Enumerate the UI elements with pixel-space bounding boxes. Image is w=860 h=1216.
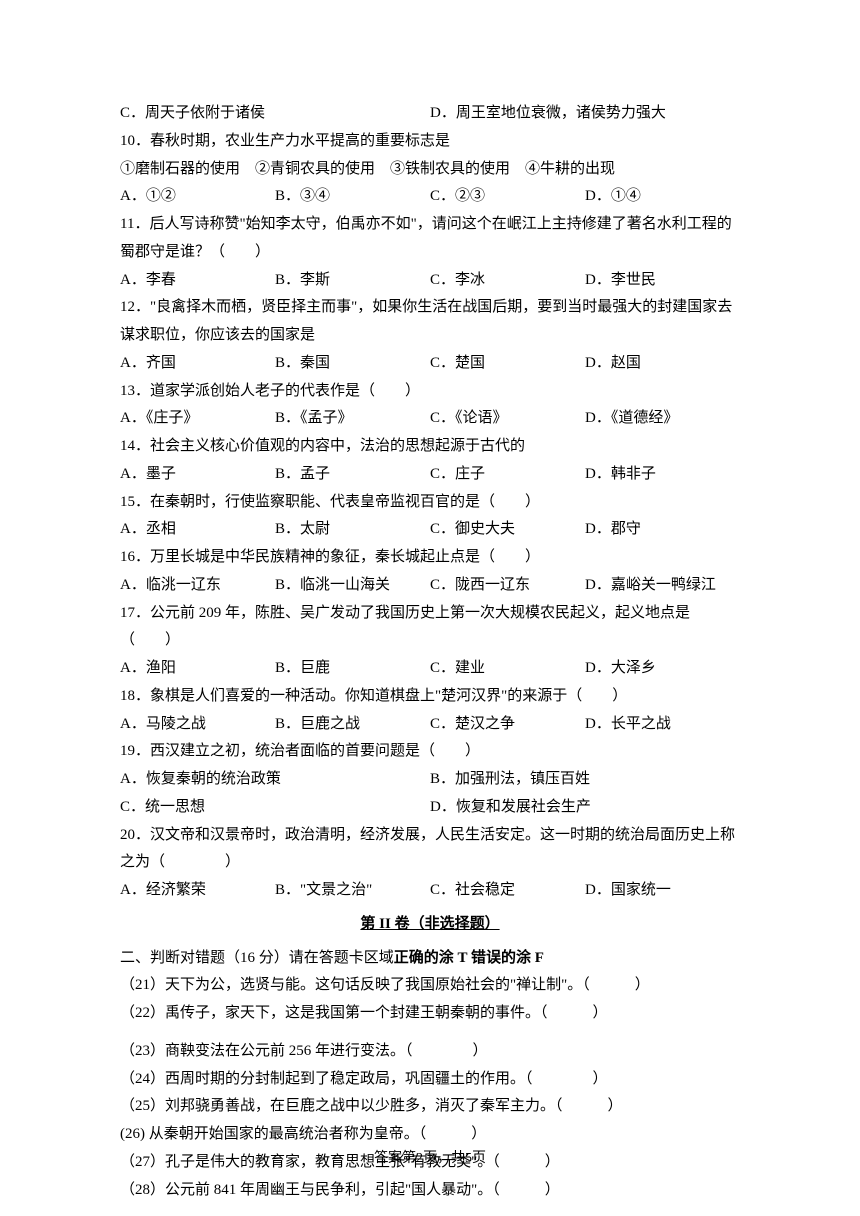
section-2-title: 第 II 卷（非选择题） [120, 911, 740, 939]
q20-option-d: D．国家统一 [585, 877, 740, 905]
q10-option-c: C．②③ [430, 183, 585, 211]
judge-21: （21）天下为公，选贤与能。这句话反映了我国原始社会的"禅让制"。（ ） [120, 972, 740, 1000]
q13-options: A．《庄子》 B．《孟子》 C．《论语》 D．《道德经》 [120, 405, 740, 433]
q13-option-a: A．《庄子》 [120, 405, 275, 433]
q12-option-c: C．楚国 [430, 350, 585, 378]
q12-option-a: A．齐国 [120, 350, 275, 378]
judge-header-bold: 正确的涂 T 错误的涂 F [394, 950, 544, 966]
q14-option-b: B．孟子 [275, 461, 430, 489]
judge-header: 二、判断对错题（16 分）请在答题卡区域正确的涂 T 错误的涂 F [120, 945, 740, 973]
q15-option-a: A．丞相 [120, 516, 275, 544]
q20-options: A．经济繁荣 B．"文景之治" C．社会稳定 D．国家统一 [120, 877, 740, 905]
q11-option-b: B．李斯 [275, 267, 430, 295]
q17-options: A．渔阳 B．巨鹿 C．建业 D．大泽乡 [120, 655, 740, 683]
q14-option-c: C．庄子 [430, 461, 585, 489]
q9-option-d: D．周王室地位衰微，诸侯势力强大 [430, 100, 740, 128]
judge-28: （28）公元前 841 年周幽王与民争利，引起"国人暴动"。（ ） [120, 1177, 740, 1205]
q12-options: A．齐国 B．秦国 C．楚国 D．赵国 [120, 350, 740, 378]
q15-option-c: C．御史大夫 [430, 516, 585, 544]
q17-option-a: A．渔阳 [120, 655, 275, 683]
q19-option-c: C．统一思想 [120, 794, 430, 822]
q12-text: 12．"良禽择木而栖，贤臣择主而事"，如果你生活在战国后期，要到当时最强大的封建… [120, 294, 740, 350]
q18-options: A．马陵之战 B．巨鹿之战 C．楚汉之争 D．长平之战 [120, 711, 740, 739]
q20-option-c: C．社会稳定 [430, 877, 585, 905]
q10-options: A．①② B．③④ C．②③ D．①④ [120, 183, 740, 211]
q10-option-b: B．③④ [275, 183, 430, 211]
q10-subtext: ①磨制石器的使用 ②青铜农具的使用 ③铁制农具的使用 ④牛耕的出现 [120, 156, 740, 184]
q17-option-b: B．巨鹿 [275, 655, 430, 683]
q12-option-d: D．赵国 [585, 350, 740, 378]
q12-option-b: B．秦国 [275, 350, 430, 378]
q14-text: 14．社会主义核心价值观的内容中，法治的思想起源于古代的 [120, 433, 740, 461]
q18-option-c: C．楚汉之争 [430, 711, 585, 739]
q10-option-d: D．①④ [585, 183, 740, 211]
q18-option-d: D．长平之战 [585, 711, 740, 739]
spacer [120, 1028, 740, 1038]
q14-options: A．墨子 B．孟子 C．庄子 D．韩非子 [120, 461, 740, 489]
q11-options: A．李春 B．李斯 C．李冰 D．李世民 [120, 267, 740, 295]
judge-header-prefix: 二、判断对错题（16 分）请在答题卡区域 [120, 950, 394, 966]
page-footer: 答案第2页，共5页 [0, 1146, 860, 1172]
q15-options: A．丞相 B．太尉 C．御史大夫 D．郡守 [120, 516, 740, 544]
q16-option-b: B．临洮一山海关 [275, 572, 430, 600]
q15-option-d: D．郡守 [585, 516, 740, 544]
q9-option-c: C．周天子依附于诸侯 [120, 100, 430, 128]
judge-23: （23）商鞅变法在公元前 256 年进行变法。（ ） [120, 1038, 740, 1066]
q19-option-a: A．恢复秦朝的统治政策 [120, 766, 430, 794]
q11-option-c: C．李冰 [430, 267, 585, 295]
q20-option-a: A．经济繁荣 [120, 877, 275, 905]
q14-option-d: D．韩非子 [585, 461, 740, 489]
q18-option-a: A．马陵之战 [120, 711, 275, 739]
q17-text: 17．公元前 209 年，陈胜、吴广发动了我国历史上第一次大规模农民起义，起义地… [120, 600, 740, 656]
q16-option-c: C．陇西一辽东 [430, 572, 585, 600]
q16-text: 16．万里长城是中华民族精神的象征，秦长城起止点是（ ） [120, 544, 740, 572]
q11-option-a: A．李春 [120, 267, 275, 295]
q18-option-b: B．巨鹿之战 [275, 711, 430, 739]
q15-text: 15．在秦朝时，行使监察职能、代表皇帝监视百官的是（ ） [120, 489, 740, 517]
q20-text: 20．汉文帝和汉景帝时，政治清明，经济发展，人民生活安定。这一时期的统治局面历史… [120, 822, 740, 878]
q9-options-cd: C．周天子依附于诸侯 D．周王室地位衰微，诸侯势力强大 [120, 100, 740, 128]
q13-option-c: C．《论语》 [430, 405, 585, 433]
q11-text: 11．后人写诗称赞"始知李太守，伯禹亦不如"，请问这个在岷江上主持修建了著名水利… [120, 211, 740, 267]
q17-option-d: D．大泽乡 [585, 655, 740, 683]
q13-option-b: B．《孟子》 [275, 405, 430, 433]
q19-text: 19．西汉建立之初，统治者面临的首要问题是（ ） [120, 738, 740, 766]
q19-options-cd: C．统一思想 D．恢复和发展社会生产 [120, 794, 740, 822]
q17-option-c: C．建业 [430, 655, 585, 683]
q10-text: 10．春秋时期，农业生产力水平提高的重要标志是 [120, 128, 740, 156]
q18-text: 18．象棋是人们喜爱的一种活动。你知道棋盘上"楚河汉界"的来源于（ ） [120, 683, 740, 711]
q15-option-b: B．太尉 [275, 516, 430, 544]
q16-option-d: D．嘉峪关一鸭绿江 [585, 572, 740, 600]
judge-26: (26) 从秦朝开始国家的最高统治者称为皇帝。（ ） [120, 1121, 740, 1149]
judge-24: （24）西周时期的分封制起到了稳定政局，巩固疆土的作用。（ ） [120, 1066, 740, 1094]
q13-option-d: D．《道德经》 [585, 405, 740, 433]
q19-options-ab: A．恢复秦朝的统治政策 B．加强刑法，镇压百姓 [120, 766, 740, 794]
q19-option-b: B．加强刑法，镇压百姓 [430, 766, 740, 794]
q16-options: A．临洮一辽东 B．临洮一山海关 C．陇西一辽东 D．嘉峪关一鸭绿江 [120, 572, 740, 600]
judge-22: （22）禹传子，家天下，这是我国第一个封建王朝秦朝的事件。（ ） [120, 1000, 740, 1028]
q20-option-b: B．"文景之治" [275, 877, 430, 905]
q16-option-a: A．临洮一辽东 [120, 572, 275, 600]
q13-text: 13．道家学派创始人老子的代表作是（ ） [120, 378, 740, 406]
q11-option-d: D．李世民 [585, 267, 740, 295]
q19-option-d: D．恢复和发展社会生产 [430, 794, 740, 822]
q14-option-a: A．墨子 [120, 461, 275, 489]
judge-25: （25）刘邦骁勇善战，在巨鹿之战中以少胜多，消灭了秦军主力。（ ） [120, 1093, 740, 1121]
q10-option-a: A．①② [120, 183, 275, 211]
